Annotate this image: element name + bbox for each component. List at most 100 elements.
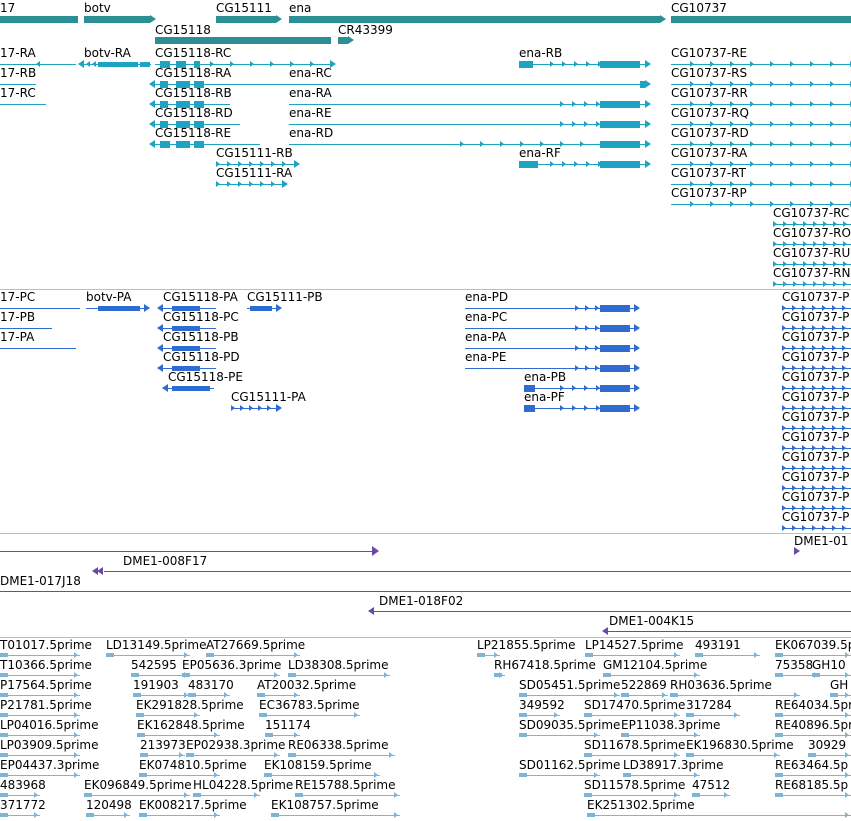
strand-arrow-right-icon (595, 305, 599, 311)
exon-block (600, 344, 630, 352)
strand-arrow-right-icon (803, 281, 807, 287)
intron-line (775, 775, 851, 776)
strand-arrow-right-icon (782, 405, 786, 411)
strand-arrow-right-icon (823, 221, 827, 227)
strand-arrow-right-icon (823, 261, 827, 267)
est-block (139, 813, 147, 817)
strand-arrow-right-icon (782, 385, 786, 391)
intron-line (465, 348, 634, 349)
strand-arrow-right-icon (823, 241, 827, 247)
protein-label: CG10737-P (782, 470, 850, 484)
strand-arrow-right-icon (575, 305, 579, 311)
strand-arrow-right-icon (575, 365, 579, 371)
strand-arrow-right-icon (792, 345, 796, 351)
est-label: EK251302.5prime (587, 798, 695, 812)
intron-line (259, 715, 360, 716)
strand-arrow-right-icon (822, 525, 826, 531)
exon-block (176, 100, 190, 108)
intron-line (0, 591, 851, 592)
transcript-label: CG15118-RD (155, 106, 233, 120)
strand-arrow-right-icon (554, 712, 558, 718)
strand-arrow-right-icon (674, 792, 678, 798)
strand-arrow-right-icon (249, 161, 253, 167)
strand-arrow-right-icon (845, 772, 849, 778)
strand-arrow-right-icon (842, 485, 846, 491)
transcript-label: CG15111-RB (216, 146, 293, 160)
intron-line (155, 104, 230, 105)
est-block (775, 773, 783, 777)
est-block (188, 693, 196, 697)
intron-line (519, 164, 645, 165)
est-label: RH03636.5prime (670, 678, 772, 692)
intron-line (773, 284, 851, 285)
intron-line (524, 408, 634, 409)
strand-arrow-right-icon (374, 772, 378, 778)
clone-label: DME1-01 (794, 534, 849, 548)
transcript-label: CG10737-RD (671, 126, 749, 140)
strand-arrow-right-icon (634, 344, 640, 352)
strand-arrow-right-icon (227, 181, 231, 187)
est-label: RE15788.5prime (295, 778, 396, 792)
intron-line (295, 795, 400, 796)
strand-arrow-right-icon (710, 141, 714, 147)
strand-arrow-right-icon (227, 161, 231, 167)
intron-line (465, 328, 634, 329)
strand-arrow-right-icon (832, 505, 836, 511)
strand-arrow-right-icon (842, 425, 846, 431)
strand-arrow-right-icon (832, 325, 836, 331)
est-block (584, 753, 592, 757)
strand-arrow-right-icon (802, 365, 806, 371)
est-label: SD11678.5prime (584, 738, 686, 752)
strand-arrow-right-icon (74, 692, 78, 698)
gene-bar (0, 15, 78, 23)
strand-arrow-right-icon (770, 121, 774, 127)
strand-arrow-left-icon (157, 324, 163, 332)
strand-arrow-right-icon (845, 752, 849, 758)
protein-label: ena-PE (465, 350, 507, 364)
protein-label: ena-PA (465, 330, 507, 344)
intron-line (584, 755, 680, 756)
est-block (519, 693, 527, 697)
gene-bar (155, 36, 331, 44)
est-block (692, 793, 700, 797)
strand-arrow-right-icon (782, 305, 786, 311)
strand-arrow-right-icon (595, 365, 599, 371)
est-block (584, 793, 592, 797)
strand-arrow-right-icon (634, 384, 640, 392)
intron-line (155, 144, 260, 145)
strand-arrow-right-icon (842, 505, 846, 511)
strand-arrow-right-icon (812, 405, 816, 411)
est-label: 493191 (695, 638, 741, 652)
intron-line (289, 144, 645, 145)
strand-arrow-right-icon (294, 652, 298, 658)
exon-block (160, 120, 168, 128)
strand-arrow-right-icon (500, 141, 504, 147)
intron-line (0, 675, 80, 676)
strand-arrow-right-icon (594, 772, 598, 778)
intron-line (603, 675, 700, 676)
strand-arrow-right-icon (270, 61, 274, 67)
est-block (259, 713, 267, 717)
strand-arrow-left-icon (92, 567, 98, 575)
strand-arrow-right-icon (294, 732, 298, 738)
est-block (584, 713, 592, 717)
est-block (775, 793, 783, 797)
strand-arrow-right-icon (770, 81, 774, 87)
strand-arrow-right-icon (276, 304, 282, 312)
strand-arrow-right-icon (823, 281, 827, 287)
strand-arrow-right-icon (710, 161, 714, 167)
strand-arrow-right-icon (774, 752, 778, 758)
strand-arrow-right-icon (830, 161, 834, 167)
strand-arrow-right-icon (792, 445, 796, 451)
est-label: LP21855.5prime (477, 638, 576, 652)
strand-arrow-right-icon (832, 385, 836, 391)
strand-arrow-right-icon (274, 752, 278, 758)
intron-line (775, 675, 820, 676)
protein-label: CG10737-P (782, 410, 850, 424)
strand-arrow-right-icon (822, 305, 826, 311)
exon-block (98, 61, 138, 67)
strand-arrow-right-icon (730, 101, 734, 107)
strand-arrow-right-icon (750, 121, 754, 127)
intron-line (0, 551, 372, 552)
